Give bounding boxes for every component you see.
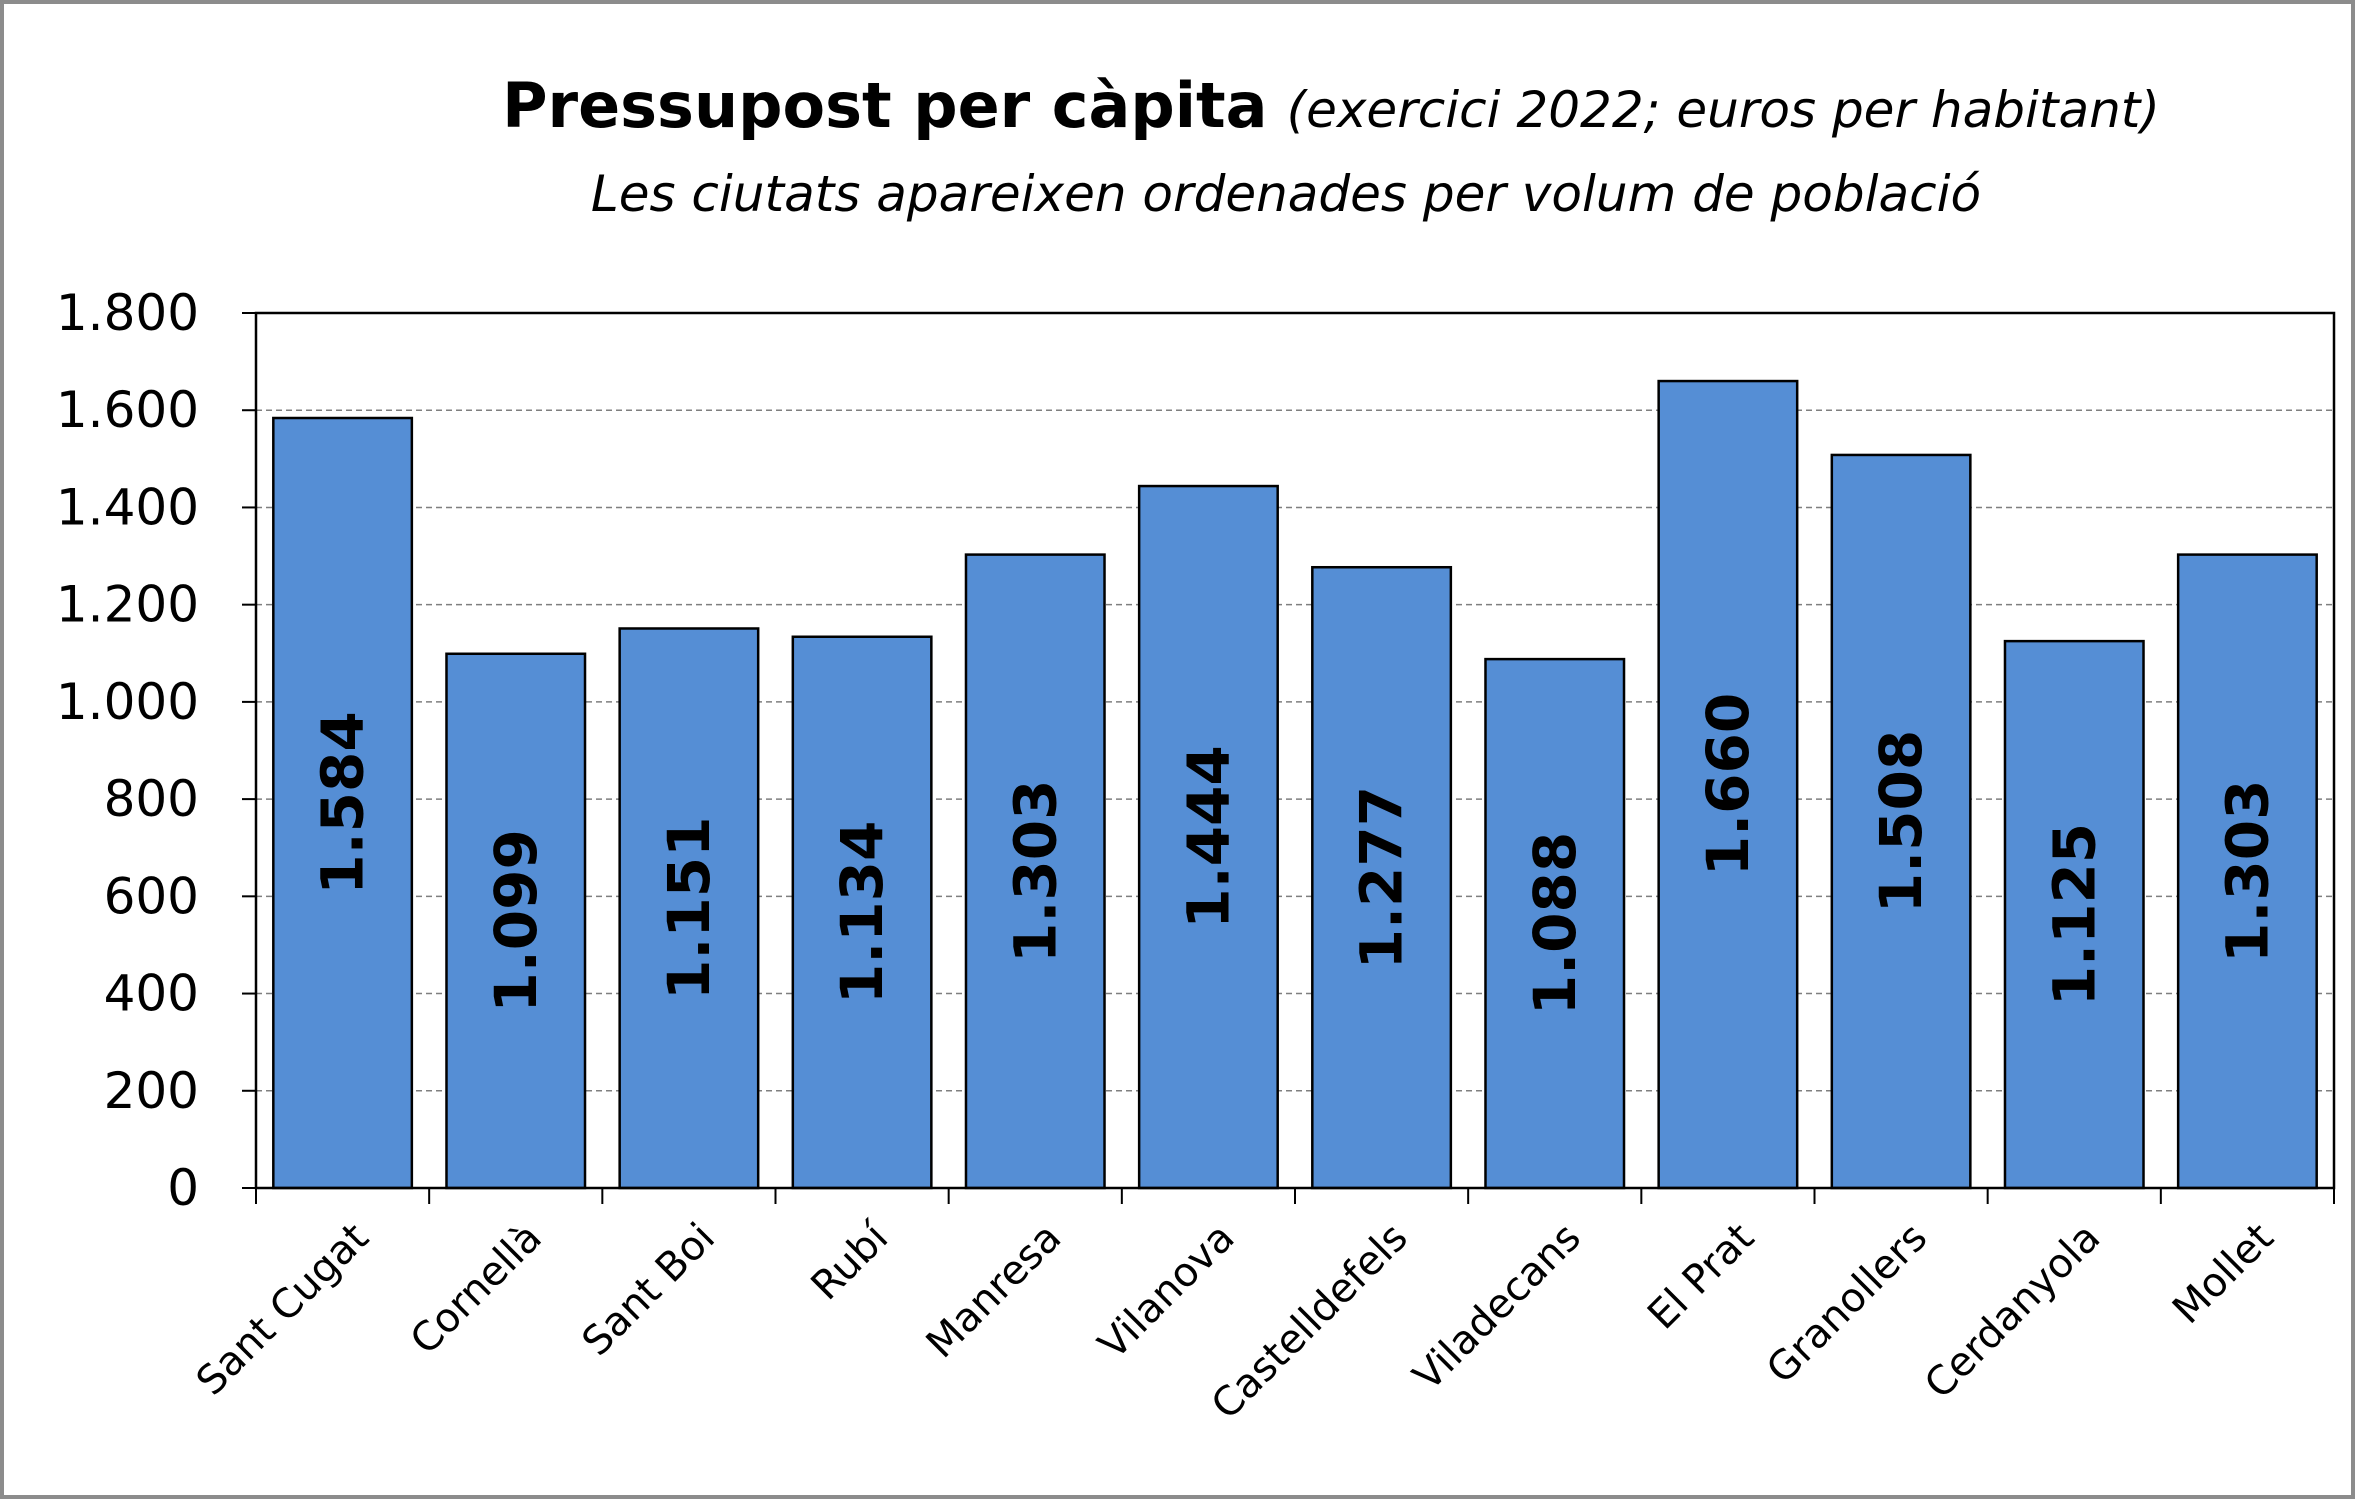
bar-sant-boi (618, 627, 760, 1190)
chart-title: Pressupost per càpita (exercici 2022; eu… (502, 69, 2160, 142)
chart-subtitle: Les ciutats apareixen ordenades per volu… (591, 165, 1981, 223)
data-label: 1.099 (482, 829, 550, 1012)
bar-cerdanyola (2003, 639, 2145, 1190)
data-label: 1.660 (1694, 693, 1762, 876)
bar-sant-cugat (272, 416, 414, 1190)
bar-rub- (791, 635, 933, 1190)
x-tick-label: Cornellà (402, 1215, 551, 1364)
bar-castelldefels (1311, 565, 1453, 1190)
x-axis-ticks: Sant Cugat Cornellà Sant Boi Rubí Manresa Vil… (188, 1213, 2283, 1428)
x-tick-label: Viladecans (1405, 1215, 1590, 1400)
data-label: 1.088 (1521, 832, 1589, 1015)
bar-el-prat (1657, 379, 1799, 1190)
gridlines (256, 409, 2334, 1092)
data-label: 1.125 (2040, 823, 2108, 1006)
data-label: 1.151 (655, 817, 723, 1000)
x-tick-label: Sant Boi (574, 1215, 724, 1365)
chart: Pressupost per càpita (exercici 2022; eu… (56, 69, 2336, 1428)
x-tick-label: Cerdanyola (1916, 1215, 2109, 1408)
bar-vilanova (1137, 484, 1279, 1190)
y-tick-label: 1.400 (56, 478, 199, 536)
chart-title-main: Pressupost per càpita (502, 69, 1267, 142)
bar-viladecans (1484, 657, 1626, 1190)
data-label: 1.277 (1348, 786, 1416, 969)
y-tick-label: 200 (104, 1062, 199, 1120)
x-tick-label: Vilanova (1090, 1215, 1244, 1369)
data-label: 1.303 (2213, 780, 2281, 963)
bar-granollers (1830, 453, 1972, 1190)
y-tick-label: 1.000 (56, 673, 199, 731)
y-tick-label: 400 (104, 965, 199, 1023)
bar-manresa (964, 553, 1106, 1190)
x-tick-label: Granollers (1758, 1215, 1936, 1393)
bar-mollet (2176, 553, 2318, 1190)
axes (242, 312, 2335, 1204)
data-label: 1.444 (1174, 745, 1242, 928)
data-label: 1.508 (1867, 730, 1935, 913)
x-tick-label: Mollet (2164, 1215, 2282, 1333)
y-tick-label: 1.800 (56, 284, 199, 342)
x-tick-label: El Prat (1639, 1215, 1763, 1339)
y-tick-label: 1.200 (56, 576, 199, 634)
y-tick-label: 800 (104, 770, 199, 828)
x-tick-label: Sant Cugat (188, 1215, 378, 1405)
data-label: 1.303 (1001, 780, 1069, 963)
chart-title-paren: (exercici 2022; euros per habitant) (1287, 81, 2160, 139)
bars (272, 379, 2318, 1190)
x-tick-label: Manresa (918, 1215, 1071, 1368)
y-tick-label: 0 (167, 1159, 199, 1217)
y-tick-label: 600 (104, 867, 199, 925)
data-label: 1.134 (828, 821, 896, 1004)
data-label: 1.584 (309, 711, 377, 894)
y-axis-ticks: 0 200 400 600 800 1.000 1.200 1.400 1.600 1.800 (56, 284, 199, 1217)
x-tick-label: Rubí (803, 1213, 899, 1309)
data-labels: 1.584 1.099 1.151 1.134 1.303 1.444 1.277 1.088… (309, 693, 2282, 1015)
y-tick-label: 1.600 (56, 381, 199, 439)
